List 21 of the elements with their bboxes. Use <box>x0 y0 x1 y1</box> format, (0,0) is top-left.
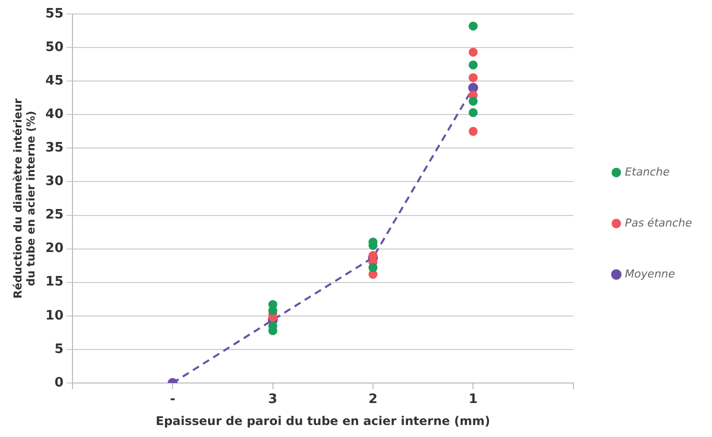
legend-label: Etanche <box>624 165 670 178</box>
y-tick-label: 50 <box>45 40 64 55</box>
legend-label: Pas étanche <box>624 216 692 230</box>
x-axis-title: Epaisseur de paroi du tube en acier interne (mm) <box>156 414 490 428</box>
y-axis-title: Réduction du diamètre intérieur du tube en acier interne (%) <box>11 98 38 299</box>
y-tick-label: 0 <box>54 375 64 390</box>
y-tick-label: 45 <box>45 73 64 88</box>
legend-label: Moyenne <box>624 267 676 280</box>
y-tick-label: 5 <box>54 342 64 357</box>
y-tick-label: 55 <box>45 6 64 22</box>
y-tick-label: 40 <box>45 107 64 122</box>
y-tick-label: 20 <box>45 241 64 256</box>
x-tick-label: - <box>170 392 176 408</box>
x-tick-label: 3 <box>268 392 278 408</box>
y-tick-label: 30 <box>45 174 64 190</box>
x-tick-label: 1 <box>468 392 478 408</box>
x-tick-label: 2 <box>368 392 378 408</box>
y-tick-label: 10 <box>45 308 64 324</box>
y-tick-label: 25 <box>45 208 64 223</box>
y-tick-label: 15 <box>45 274 64 290</box>
y-tick-label: 35 <box>45 140 64 156</box>
